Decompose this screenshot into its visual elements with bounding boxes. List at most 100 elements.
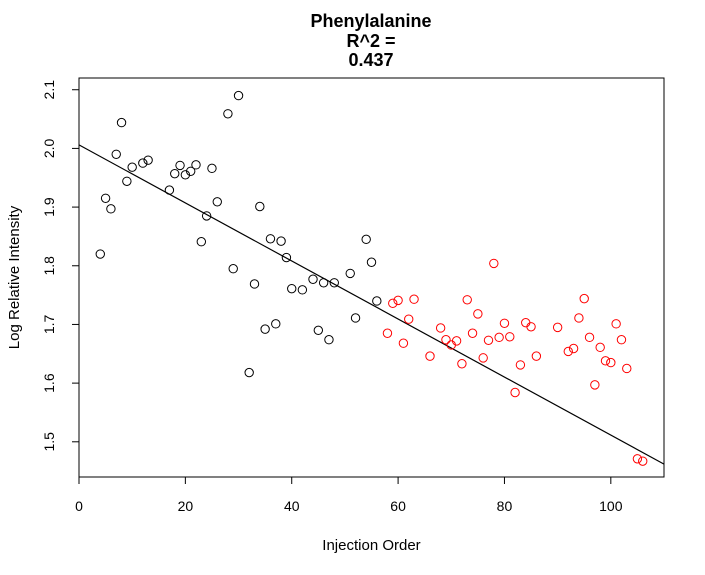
data-point-black — [366, 257, 377, 267]
y-tick-label: 2.1 — [41, 80, 57, 100]
data-point-black — [106, 204, 116, 214]
data-point-red — [404, 314, 414, 324]
data-point-red — [515, 360, 526, 370]
data-point-black — [329, 278, 339, 288]
data-point-black — [297, 285, 308, 295]
data-point-red — [638, 456, 648, 466]
y-tick-label: 1.5 — [41, 432, 57, 452]
data-point-black — [223, 109, 233, 119]
data-point-black — [164, 185, 175, 195]
data-point-black — [201, 211, 212, 221]
data-point-red — [467, 328, 478, 338]
data-point-red — [473, 309, 483, 319]
data-point-black — [372, 296, 382, 306]
data-point-black — [116, 117, 127, 128]
data-point-red — [409, 294, 419, 304]
data-point-red — [441, 334, 451, 345]
data-point-red — [382, 328, 393, 338]
data-point-red — [563, 346, 573, 357]
data-point-red — [595, 342, 605, 353]
data-point-black — [185, 166, 196, 176]
data-point-black — [138, 158, 148, 168]
x-tick-label: 20 — [178, 498, 194, 514]
data-point-black — [180, 170, 191, 180]
x-tick-label: 40 — [284, 498, 300, 514]
y-tick-label: 2.0 — [41, 138, 57, 158]
y-axis-label: Log Relative Intensity — [6, 205, 23, 349]
y-tick-label: 1.8 — [41, 256, 57, 276]
data-point-red — [526, 322, 536, 332]
data-point-black — [228, 263, 238, 274]
data-point-black — [361, 234, 371, 245]
plot-frame — [78, 77, 665, 478]
y-tick-label: 1.7 — [41, 314, 57, 334]
regression-line-group — [78, 144, 665, 465]
data-point-red — [425, 351, 435, 361]
data-point-red — [584, 332, 595, 343]
data-point-red — [510, 387, 520, 398]
y-tick-label: 1.6 — [41, 373, 57, 393]
data-point-black — [122, 176, 132, 186]
data-point-red — [606, 357, 616, 368]
data-point-red — [521, 317, 531, 328]
data-point-red — [505, 332, 515, 342]
data-point-red — [388, 298, 398, 309]
data-point-black — [255, 201, 265, 212]
data-point-red — [622, 363, 632, 374]
data-point-black — [276, 236, 286, 246]
data-point-black — [175, 160, 185, 171]
data-point-red — [600, 356, 611, 366]
data-point-red — [451, 336, 462, 346]
data-point-black — [170, 168, 180, 179]
x-axis-label: Injection Order — [322, 537, 420, 554]
chart-title-line: R^2 = — [346, 31, 395, 51]
data-point-red — [552, 322, 563, 333]
regression-line — [78, 144, 665, 465]
data-point-red — [531, 351, 542, 361]
data-point-red — [457, 359, 467, 369]
x-tick-label: 100 — [599, 498, 623, 514]
chart-title-line: 0.437 — [348, 50, 393, 70]
data-point-red — [398, 338, 409, 348]
data-point-red — [590, 380, 600, 390]
data-point-black — [233, 90, 244, 101]
data-point-black — [287, 283, 297, 294]
data-point-black — [95, 249, 105, 259]
data-point-red — [616, 334, 627, 345]
y-tick-label: 1.9 — [41, 197, 57, 217]
data-point-black — [196, 237, 207, 247]
data-point-black — [318, 278, 329, 288]
data-point-red — [494, 332, 504, 343]
data-point-red — [579, 293, 589, 304]
data-point-black — [207, 163, 217, 174]
y-axis: 1.5 1.6 1.7 1.8 1.9 2.0 2.1 — [41, 80, 80, 452]
data-point-black — [260, 324, 270, 334]
data-point-black — [244, 367, 254, 378]
data-point-red — [574, 313, 584, 323]
data-point-black — [345, 268, 355, 279]
data-point-black — [271, 319, 281, 329]
data-point-black — [265, 234, 276, 244]
data-point-black — [127, 162, 137, 172]
data-point-black — [281, 252, 292, 263]
data-point-black — [212, 197, 222, 207]
data-point-red — [483, 335, 494, 345]
data-point-red — [462, 295, 472, 305]
data-point-black — [111, 149, 121, 159]
data-point-black — [313, 325, 324, 336]
data-point-black — [249, 279, 260, 289]
data-point-red — [499, 318, 510, 328]
data-point-red — [611, 319, 621, 329]
data-point-black — [308, 274, 318, 284]
data-point-black — [350, 313, 361, 323]
data-points — [95, 90, 648, 466]
data-point-red — [489, 258, 499, 269]
data-point-red — [632, 454, 643, 464]
chart-title-line: Phenylalanine — [310, 11, 431, 31]
x-axis: 0 20 40 60 80 100 — [75, 476, 623, 514]
x-tick-label: 80 — [497, 498, 513, 514]
data-point-black — [100, 193, 111, 203]
data-point-red — [478, 353, 488, 363]
